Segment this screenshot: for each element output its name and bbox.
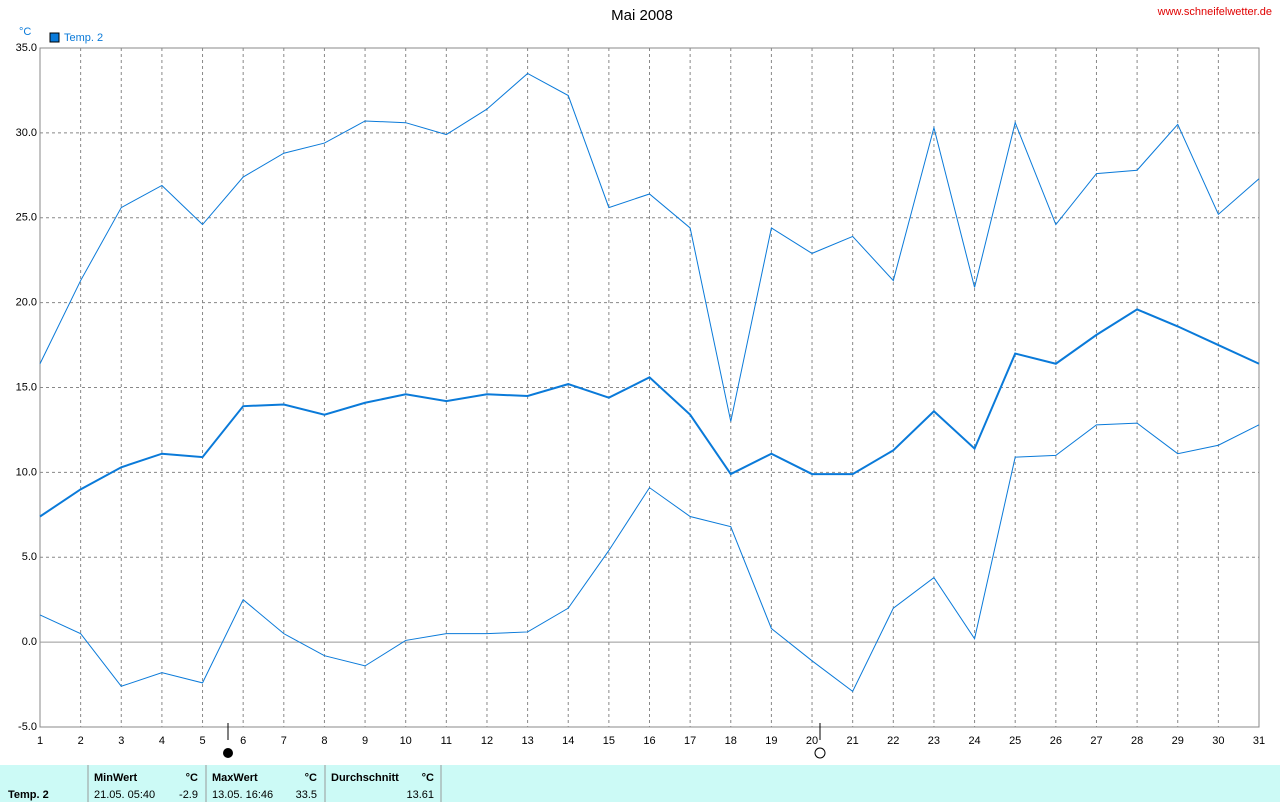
x-tick-label: 9 — [362, 735, 368, 747]
x-tick-label: 12 — [481, 735, 493, 747]
avg-value: 13.61 — [406, 789, 434, 801]
max-value: 33.5 — [296, 789, 317, 801]
y-unit: °C — [19, 26, 31, 38]
x-tick-label: 18 — [725, 735, 737, 747]
x-tick-label: 28 — [1131, 735, 1143, 747]
avg-label: Durchschnitt — [331, 772, 399, 784]
y-tick-label: 10.0 — [16, 466, 37, 478]
table-bg — [0, 765, 1280, 802]
full-moon — [814, 747, 826, 759]
chart-title: Mai 2008 — [611, 7, 673, 24]
max-time: 13.05. 16:46 — [212, 789, 273, 801]
y-tick-label: 15.0 — [16, 381, 37, 393]
source: www.schneifelwetter.de — [1157, 6, 1272, 18]
x-tick-label: 31 — [1253, 735, 1265, 747]
y-tick-label: -5.0 — [18, 721, 37, 733]
x-tick-label: 20 — [806, 735, 818, 747]
y-tick-label: 5.0 — [22, 551, 37, 563]
series-line — [39, 422, 1260, 693]
unit: °C — [186, 772, 198, 784]
x-tick-label: 7 — [281, 735, 287, 747]
x-tick-label: 5 — [199, 735, 205, 747]
x-tick-label: 6 — [240, 735, 246, 747]
row-label: Temp. 2 — [8, 789, 49, 801]
unit: °C — [305, 772, 317, 784]
x-tick-label: 4 — [159, 735, 165, 747]
y-tick-label: 25.0 — [16, 212, 37, 224]
x-tick-label: 26 — [1050, 735, 1062, 747]
y-tick-label: 0.0 — [22, 636, 37, 648]
y-tick-label: 30.0 — [16, 127, 37, 139]
x-tick-label: 24 — [968, 735, 980, 747]
unit: °C — [422, 772, 434, 784]
x-tick-label: 23 — [928, 735, 940, 747]
x-tick-label: 30 — [1212, 735, 1224, 747]
x-tick-label: 1 — [37, 735, 43, 747]
y-tick-label: 35.0 — [16, 42, 37, 54]
min-time: 21.05. 05:40 — [94, 789, 155, 801]
x-tick-label: 29 — [1172, 735, 1184, 747]
min-label: MinWert — [94, 772, 138, 784]
x-tick-label: 11 — [441, 735, 452, 747]
legend-swatch — [49, 32, 60, 43]
max-label: MaxWert — [212, 772, 258, 784]
series-line — [39, 72, 1260, 422]
series-line — [39, 308, 1260, 518]
legend-label: Temp. 2 — [64, 32, 103, 44]
x-tick-label: 22 — [887, 735, 899, 747]
x-tick-label: 3 — [118, 735, 124, 747]
x-tick-label: 14 — [562, 735, 574, 747]
x-tick-label: 17 — [684, 735, 696, 747]
x-tick-label: 27 — [1090, 735, 1102, 747]
x-tick-label: 10 — [400, 735, 412, 747]
x-tick-label: 19 — [765, 735, 777, 747]
x-tick-label: 16 — [643, 735, 655, 747]
x-tick-label: 21 — [847, 735, 859, 747]
x-tick-label: 25 — [1009, 735, 1021, 747]
stats-table: Temp. 2 MinWert °C 21.05. 05:40 -2.9 Max… — [0, 765, 1280, 802]
new-moon — [223, 748, 233, 758]
x-tick-label: 8 — [321, 735, 327, 747]
x-tick-label: 15 — [603, 735, 615, 747]
x-tick-label: 13 — [521, 735, 533, 747]
min-value: -2.9 — [179, 789, 198, 801]
y-tick-label: 20.0 — [16, 297, 37, 309]
x-tick-label: 2 — [78, 735, 84, 747]
